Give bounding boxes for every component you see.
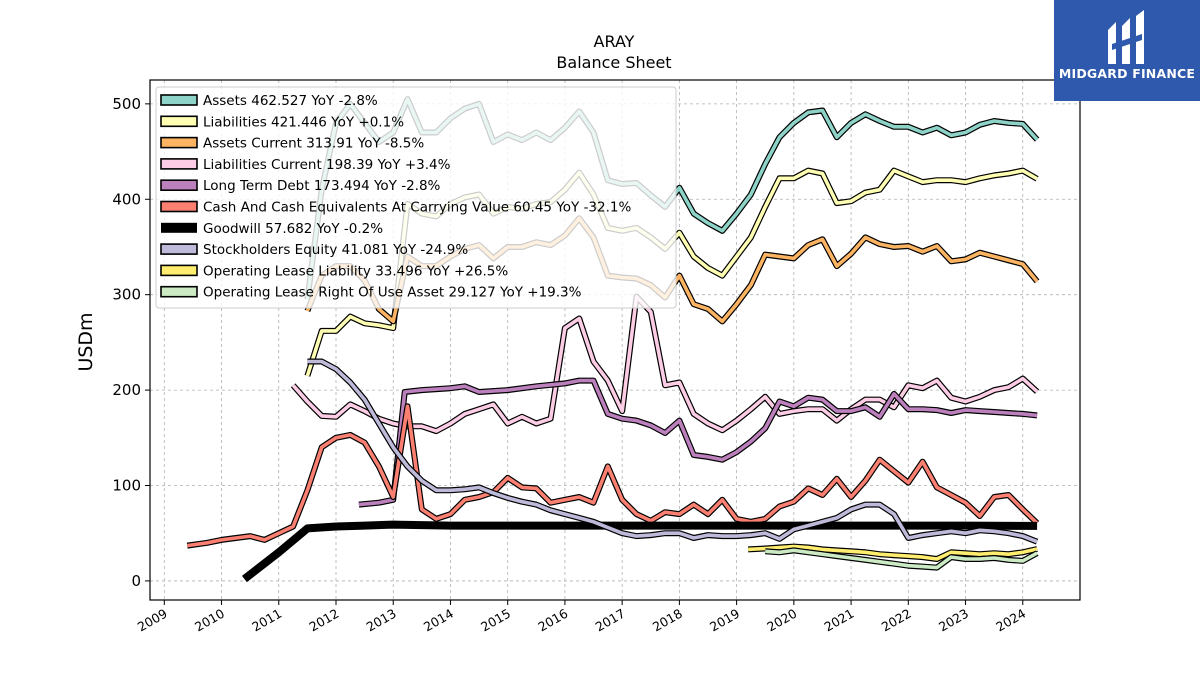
legend-entry: Liabilities 421.446 YoY +0.1% [203, 114, 404, 130]
y-axis-label: USDm [75, 312, 97, 371]
series-long-term-debt [358, 377, 1038, 508]
series-liabilities-current [290, 293, 1040, 435]
legend-entry: Liabilities Current 198.39 YoY +3.4% [203, 157, 451, 173]
legend-swatch [160, 115, 198, 128]
midgard-finance-logo: MIDGARD FINANCE [1054, 0, 1200, 101]
legend-entry: Operating Lease Right Of Use Asset 29.12… [203, 285, 582, 301]
x-tick-label: 2011 [249, 606, 284, 635]
x-tick-label: 2021 [822, 606, 857, 635]
x-tick-label: 2018 [650, 606, 685, 635]
legend-entry: Goodwill 57.682 YoY -0.2% [203, 221, 383, 237]
x-tick-label: 2022 [879, 606, 914, 635]
legend-swatch [160, 136, 198, 149]
legend-entry: Cash And Cash Equivalents At Carrying Va… [203, 200, 631, 216]
series-line [748, 544, 1038, 561]
legend-swatch [160, 285, 198, 298]
legend-entry: Assets 462.527 YoY -2.8% [203, 93, 378, 109]
y-tick-label: 300 [112, 286, 141, 304]
series-line [241, 520, 1038, 583]
series-stockholders-equity [307, 358, 1039, 545]
series-line [186, 404, 1039, 548]
legend-swatch [160, 179, 198, 191]
x-tick-label: 2010 [192, 606, 227, 635]
legend-swatch [161, 222, 197, 233]
x-tick-label: 2019 [707, 606, 742, 635]
x-tick-label: 2015 [478, 606, 513, 635]
series-goodwill [241, 520, 1038, 583]
logo-mark-icon [1108, 10, 1144, 64]
legend-entry: Assets Current 313.91 YoY -8.5% [203, 136, 424, 152]
chart-subtitle: Balance Sheet [556, 53, 671, 72]
legend-swatch [160, 200, 198, 213]
y-tick-label: 400 [112, 190, 141, 208]
y-tick-label: 200 [112, 381, 141, 399]
y-tick-label: 500 [112, 95, 141, 113]
x-tick-label: 2016 [535, 606, 570, 635]
x-tick-label: 2024 [993, 606, 1028, 635]
legend-entry: Operating Lease Liability 33.496 YoY +26… [203, 263, 508, 279]
legend-entry: Long Term Debt 173.494 YoY -2.8% [203, 178, 441, 194]
y-tick-label: 0 [131, 572, 141, 590]
x-tick-label: 2012 [306, 606, 341, 635]
legend-box [155, 86, 677, 309]
series-line [358, 378, 1038, 507]
series-line [291, 294, 1039, 433]
series-cash-and-cash-equivalents-at-carrying-value [186, 403, 1040, 549]
logo-text: MIDGARD FINANCE [1058, 66, 1196, 81]
x-tick-label: 2023 [936, 606, 971, 635]
x-tick-label: 2014 [421, 606, 456, 635]
series-line [307, 359, 1038, 544]
series-line [765, 548, 1038, 570]
legend-swatch [160, 264, 198, 277]
chart-title: ARAY [594, 32, 635, 51]
series-operating-lease-right-of-use-asset [764, 547, 1039, 571]
legend-swatch [160, 94, 198, 106]
legend-swatch [160, 158, 198, 170]
axes-frame [149, 79, 1081, 601]
legend: Assets 462.527 YoY -2.8% Liabilities 421.… [155, 86, 677, 309]
x-tick-label: 2020 [764, 606, 799, 635]
x-tick-label: 2017 [593, 606, 628, 635]
legend-swatch [160, 243, 198, 255]
legend-entry: Stockholders Equity 41.081 YoY -24.9% [203, 242, 468, 258]
x-tick-label: 2009 [135, 606, 170, 635]
series-operating-lease-liability [747, 543, 1038, 562]
y-tick-label: 100 [112, 477, 141, 495]
x-tick-label: 2013 [364, 606, 399, 635]
